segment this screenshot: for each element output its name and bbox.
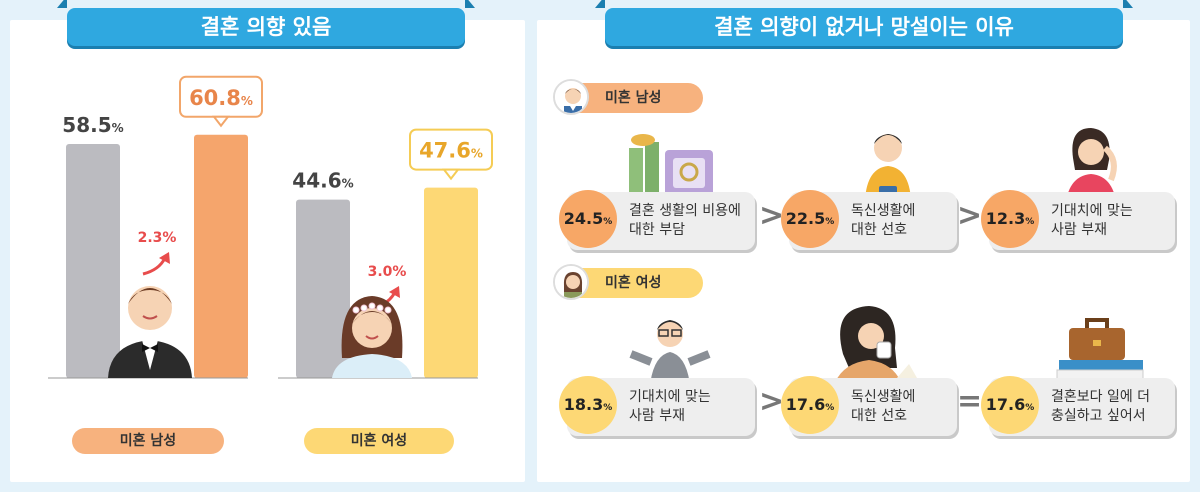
bar-0-0 [66, 144, 120, 378]
female-reasons-label: 미혼 여성 [605, 275, 662, 291]
female-sep-2: = [957, 384, 983, 419]
bride-dress [332, 354, 412, 378]
bar-1-0 [296, 199, 350, 378]
groom-hair [128, 288, 172, 304]
male-reason-1: 24.5% 결혼 생활의 비용에 대한 부담 [559, 190, 755, 250]
female-reason-1-unit: % [603, 403, 613, 413]
female-reason-3-pct: 17.6 [985, 395, 1026, 414]
female-reason-3-pct-badge: 17.6% [981, 376, 1039, 434]
male-reason-3-text: 기대치에 맞는 사람 부재 [1051, 203, 1133, 238]
female-reason-2: 17.6% 독신생활에 대한 선호 [781, 376, 957, 436]
male-reason-3-unit: % [1025, 217, 1035, 227]
value-label-1-1: 47.6% [419, 139, 483, 163]
female-group-label: 미혼 여성 [304, 428, 454, 454]
female-avatar-icon [553, 264, 589, 300]
male-avatar-icon [553, 79, 589, 115]
money-ring-illustration [629, 134, 713, 202]
male-reason-3-pct: 12.3 [985, 209, 1026, 228]
bride-smile [365, 335, 379, 340]
male-reason-1-pct-badge: 24.5% [559, 190, 617, 248]
male-reason-1-text: 결혼 생활의 비용에 대한 부담 [629, 203, 741, 238]
male-reason-1-pct: 24.5 [563, 209, 604, 228]
male-reason-2-unit: % [825, 217, 835, 227]
male-reason-2: 22.5% 독신생활에 대한 선호 [781, 190, 957, 250]
female-reasons-tag: 미혼 여성 [553, 264, 703, 300]
groom-face [128, 286, 172, 330]
bride-flower-0 [352, 306, 360, 314]
bride-bangs [352, 311, 392, 324]
male-reason-2-pct: 22.5 [785, 209, 826, 228]
intent-bar-chart: 2024년58.5%2025년60.8%2.3%2024년44.6%2025년4… [48, 75, 493, 379]
female-reason-3-unit: % [1025, 403, 1035, 413]
female-reason-1-pct-badge: 18.3% [559, 376, 617, 434]
male-reason-2-pct-badge: 22.5% [781, 190, 839, 248]
female-reason-1-pct: 18.3 [563, 395, 604, 414]
bride-flower-2 [368, 302, 376, 310]
female-reason-3: 17.6% 결혼보다 일에 더 충실하고 싶어서 [981, 376, 1175, 436]
female-sep-1: > [759, 384, 785, 419]
value-label-0-0: 58.5% [62, 113, 123, 137]
intent-panel: 결혼 의향 있음 2024년58.5%2025년60.8%2.3%2024년44… [10, 0, 525, 482]
reasons-panel: 결혼 의향이 없거나 망설이는 이유 미혼 남성 미혼 여성 [537, 0, 1190, 482]
female-reason-2-pct: 17.6 [785, 395, 826, 414]
bar-1-1 [424, 187, 478, 378]
reasons-title: 결혼 의향이 없거나 망설이는 이유 [595, 0, 1133, 46]
female-reason-2-unit: % [825, 403, 835, 413]
male-sep-1: > [759, 198, 785, 233]
male-sep-2: > [957, 198, 983, 233]
value-badge-pointer-1 [441, 168, 461, 181]
value-badge-pointer-0 [211, 115, 231, 128]
female-reason-1: 18.3% 기대치에 맞는 사람 부재 [559, 376, 755, 436]
groom-bowtie [142, 344, 158, 352]
male-reason-3-pct-badge: 12.3% [981, 190, 1039, 248]
bride-flower-4 [384, 306, 392, 314]
bride-flower-1 [360, 304, 368, 312]
value-label-1-0: 44.6% [292, 169, 353, 193]
change-label-0: 2.3% [138, 230, 177, 246]
male-reason-3: 12.3% 기대치에 맞는 사람 부재 [981, 190, 1175, 250]
intent-title: 결혼 의향 있음 [57, 0, 475, 46]
change-arrowhead-1 [389, 286, 400, 298]
change-label-1: 3.0% [368, 264, 407, 280]
female-reason-1-text: 기대치에 맞는 사람 부재 [629, 389, 711, 424]
male-group-label: 미혼 남성 [72, 428, 224, 454]
female-reason-3-text: 결혼보다 일에 더 충실하고 싶어서 [1051, 389, 1151, 424]
male-reasons-label: 미혼 남성 [605, 90, 662, 106]
bride-face [352, 308, 392, 348]
change-arrowhead-0 [159, 252, 170, 264]
male-reason-1-unit: % [603, 217, 613, 227]
male-reason-2-text: 독신생활에 대한 선호 [851, 203, 916, 238]
bar-0-1 [194, 134, 248, 378]
groom-smile [142, 315, 158, 320]
female-reason-2-text: 독신생활에 대한 선호 [851, 389, 916, 424]
change-arrow-0 [142, 257, 167, 276]
bride-flower-3 [376, 304, 384, 312]
female-reason-2-pct-badge: 17.6% [781, 376, 839, 434]
male-reasons-tag: 미혼 남성 [553, 79, 703, 115]
